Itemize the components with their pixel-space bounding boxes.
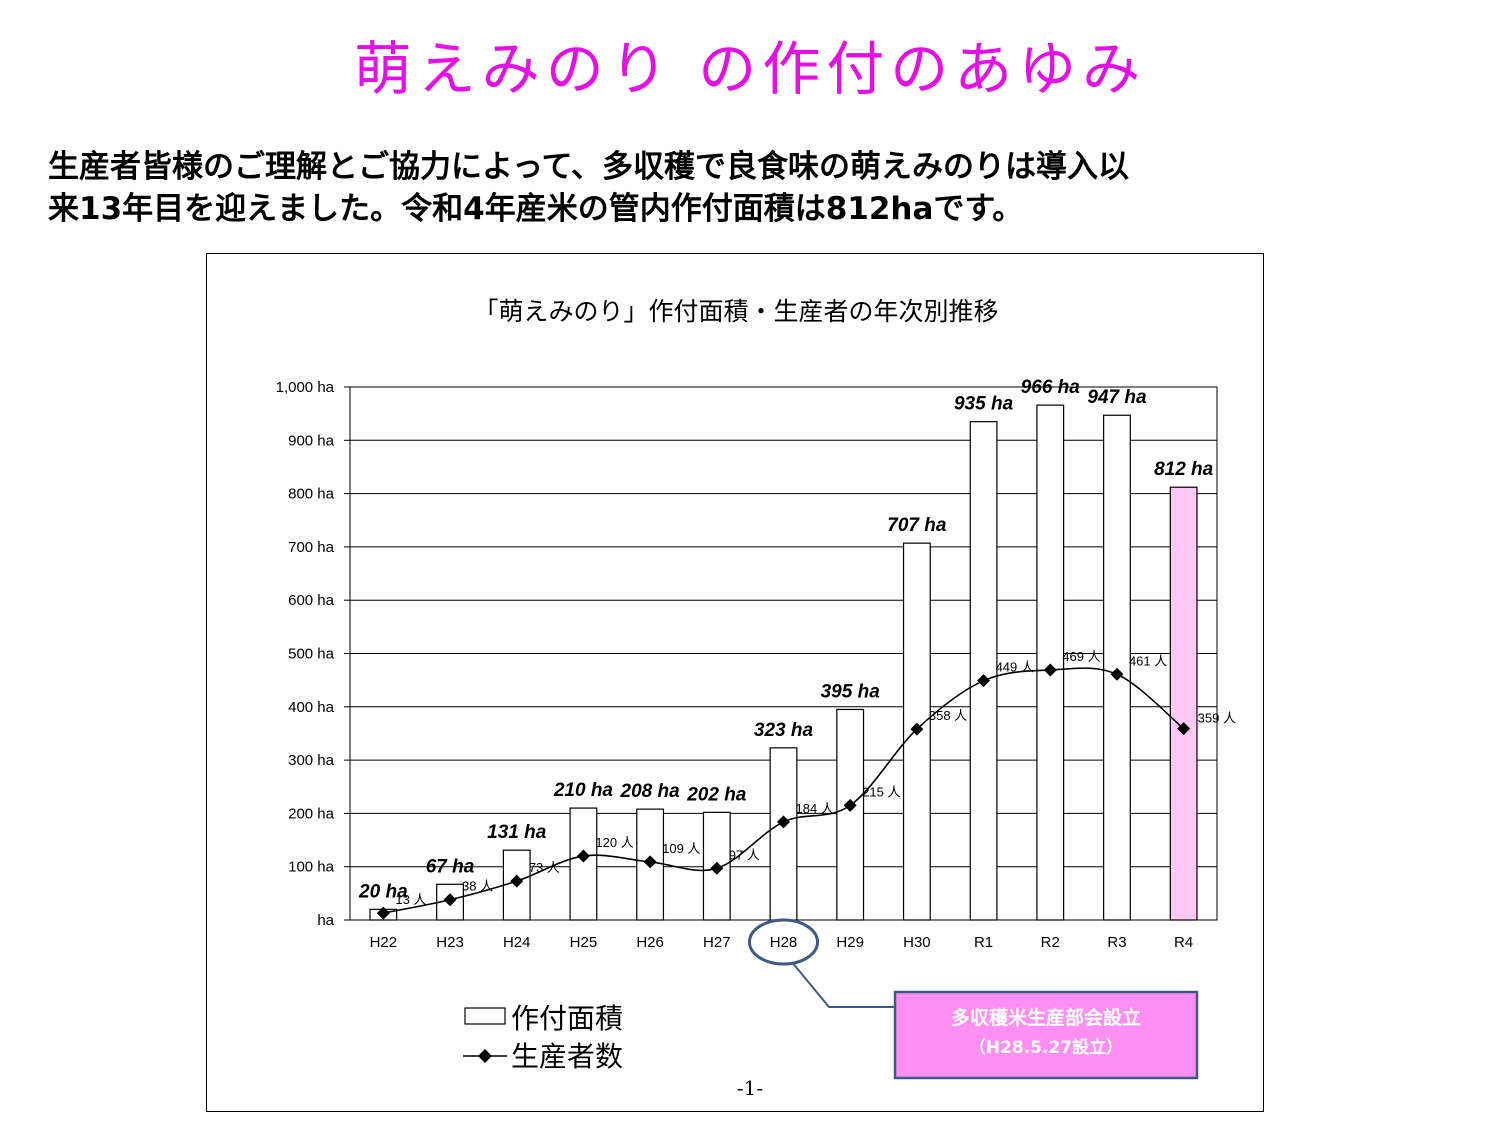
bar-H28 — [769, 747, 798, 921]
y-tick-label: 1,000 ha — [276, 379, 335, 396]
producer-marker-H26 — [643, 855, 657, 869]
bar-value-label: 208 ha — [620, 781, 681, 802]
producer-marker-H30 — [910, 722, 924, 736]
y-tick-label: 400 ha — [288, 699, 335, 716]
producer-label: 120 人 — [595, 835, 633, 850]
x-tick-label: R2 — [1041, 934, 1060, 951]
producer-marker-H29 — [843, 798, 857, 812]
annotation-circle — [748, 918, 819, 966]
legend-bar-swatch — [464, 1007, 506, 1025]
producer-marker-H28 — [777, 815, 790, 829]
bar-H25 — [569, 807, 598, 921]
bar-value-label: 935 ha — [954, 394, 1014, 415]
producer-marker-H25 — [576, 849, 590, 863]
y-tick-label: 500 ha — [288, 646, 335, 663]
y-tick-label: ha — [317, 912, 334, 929]
producer-marker-H24 — [510, 874, 524, 888]
y-tick-label: 600 ha — [288, 592, 335, 609]
bar-value-label: 707 ha — [887, 515, 947, 536]
bar-value-label: 947 ha — [1087, 387, 1147, 408]
legend-line-marker — [478, 1049, 492, 1063]
producer-label: 13 人 — [395, 892, 426, 907]
producer-label: 449 人 — [996, 660, 1034, 675]
chart-svg: 「萌えみのり」作付面積・生産者の年次別推移 ha 100 ha 200 ha 300 h… — [276, 297, 1236, 1080]
producer-marker-R3 — [1110, 667, 1124, 681]
annotation-line-1: 多収穫米生産部会設立 — [951, 1006, 1141, 1029]
bar-R4 — [1169, 486, 1198, 921]
intro-line-1: 生産者皆様のご理解とご協力によって、多収穫で良食味の萌えみのりは導入以 — [48, 149, 1129, 185]
x-tick-label: H28 — [770, 934, 798, 951]
producer-label: 109 人 — [662, 841, 700, 856]
x-tick-label: H25 — [570, 934, 598, 951]
producer-marker-R2 — [1043, 663, 1057, 677]
x-tick-label: R3 — [1107, 934, 1126, 951]
y-tick-label: 200 ha — [288, 805, 335, 822]
annotation-box — [893, 990, 1199, 1080]
legend-line-label: 生産者数 — [511, 1040, 623, 1073]
producer-marker-H27 — [710, 861, 724, 875]
producer-label: 184 人 — [796, 801, 834, 816]
producer-label: 469 人 — [1062, 649, 1100, 664]
page-number: -1- — [736, 1076, 764, 1100]
y-tick-label: 900 ha — [288, 432, 335, 449]
x-tick-label: H27 — [703, 934, 731, 951]
y-tick-label: 800 ha — [288, 486, 335, 503]
y-tick-label: 700 ha — [288, 539, 335, 556]
legend-bar-label: 作付面積 — [511, 1002, 623, 1035]
annotation-line-2: （H28.5.27設立） — [969, 1037, 1123, 1058]
producer-label: 73 人 — [529, 860, 560, 875]
intro-line-2: 来13年目を迎えました。令和4年産米の管内作付面積は812haです。 — [48, 191, 1024, 227]
bar-value-label: 210 ha — [553, 780, 614, 801]
x-tick-label: H24 — [503, 934, 531, 951]
producer-label: 358 人 — [929, 708, 967, 723]
annotation-connector — [792, 963, 895, 1008]
chart-title: 「萌えみのり」作付面積・生産者の年次別推移 — [473, 297, 998, 326]
producer-label: 215 人 — [862, 784, 900, 799]
intro-text: 生産者皆様のご理解とご協力によって、多収穫で良食味の萌えみのりは導入以 来13年… — [48, 146, 1468, 230]
bar-value-label: 67 ha — [426, 856, 475, 877]
x-tick-label: H26 — [636, 934, 664, 951]
x-tick-label: R1 — [974, 934, 993, 951]
bar-R1 — [969, 421, 998, 921]
bar-value-label: 20 ha — [358, 881, 408, 902]
x-tick-label: H30 — [903, 934, 931, 951]
producer-label: 97 人 — [729, 847, 760, 862]
bar-R2 — [1036, 404, 1065, 921]
bar-value-label: 323 ha — [754, 720, 814, 741]
bar-value-label: 395 ha — [821, 681, 881, 702]
x-tick-label: R4 — [1174, 934, 1193, 951]
y-tick-label: 300 ha — [288, 752, 335, 769]
bar-R3 — [1103, 414, 1131, 921]
bar-value-label: 131 ha — [487, 822, 547, 843]
x-tick-label: H29 — [836, 934, 864, 951]
y-tick-label: 100 ha — [288, 859, 335, 876]
page-title: 萌えみのり の作付のあゆみ — [353, 35, 1147, 103]
producer-label: 359 人 — [1198, 711, 1236, 726]
producer-label: 38 人 — [462, 879, 493, 894]
producer-marker-R1 — [977, 674, 991, 688]
producer-marker-R4 — [1177, 722, 1191, 736]
x-tick-label: H23 — [436, 934, 464, 951]
producer-marker-H22 — [376, 906, 390, 920]
bar-value-label: 966 ha — [1021, 377, 1081, 398]
bar-value-label: 202 ha — [686, 784, 747, 805]
producer-label: 461 人 — [1129, 653, 1167, 668]
x-tick-label: H22 — [370, 934, 398, 951]
chart-frame: 「萌えみのり」作付面積・生産者の年次別推移 ha 100 ha 200 ha 300 h… — [206, 253, 1264, 1112]
bar-value-label: 812 ha — [1154, 459, 1214, 480]
bar-H29 — [836, 708, 865, 921]
producer-marker-H23 — [443, 893, 457, 907]
